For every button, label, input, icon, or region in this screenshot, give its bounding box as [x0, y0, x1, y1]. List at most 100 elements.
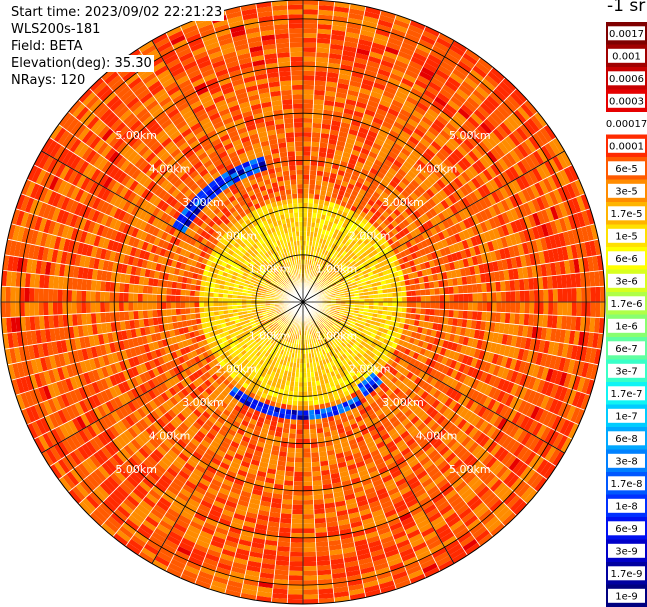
beta-cell — [571, 197, 582, 214]
beta-cell — [347, 198, 355, 206]
beta-cell — [353, 236, 360, 243]
beta-cell — [469, 69, 485, 82]
beta-cell — [331, 29, 346, 37]
beta-cell — [404, 207, 413, 216]
beta-cell — [482, 153, 494, 167]
beta-cell — [441, 209, 451, 220]
beta-cell — [483, 231, 492, 243]
beta-cell — [486, 166, 497, 179]
beta-cell — [477, 292, 483, 302]
beta-cell — [380, 146, 391, 155]
beta-cell — [303, 594, 319, 600]
beta-cell — [325, 291, 330, 295]
beta-cell — [315, 175, 323, 181]
beta-cell — [344, 247, 351, 253]
beta-cell — [316, 257, 320, 263]
beta-cell — [333, 268, 339, 274]
beta-cell — [454, 212, 463, 223]
beta-cell — [423, 178, 433, 189]
beta-cell — [330, 281, 336, 286]
beta-cell — [526, 240, 534, 254]
beta-cell — [489, 91, 504, 106]
beta-cell — [351, 189, 359, 197]
beta-cell — [309, 424, 317, 430]
beta-cell — [285, 466, 295, 472]
beta-cell — [429, 171, 440, 182]
beta-cell — [552, 155, 564, 172]
beta-cell — [384, 86, 397, 96]
beta-cell — [548, 302, 554, 316]
beta-cell — [331, 115, 343, 122]
beta-cell — [309, 236, 314, 242]
beta-cell — [318, 5, 335, 11]
beta-cell — [473, 128, 486, 141]
beta-cell — [311, 470, 322, 477]
beta-cell — [338, 236, 345, 243]
beta-cell — [351, 149, 361, 157]
beta-cell — [419, 137, 431, 148]
beta-cell — [311, 466, 321, 472]
beta-cell — [490, 67, 506, 82]
beta-cell — [303, 113, 313, 119]
beta-cell — [411, 302, 417, 308]
beta-cell — [512, 129, 525, 144]
beta-cell — [457, 159, 468, 172]
beta-cell — [554, 203, 564, 219]
beta-cell — [303, 396, 309, 402]
beta-cell — [496, 201, 506, 214]
beta-cell — [454, 130, 467, 142]
beta-cell — [462, 52, 478, 66]
beta-cell — [320, 276, 326, 281]
beta-cell — [528, 135, 541, 151]
beta-cell — [556, 153, 568, 170]
beta-cell — [428, 259, 436, 268]
beta-cell — [409, 114, 422, 124]
beta-cell — [471, 214, 480, 226]
beta-cell — [294, 457, 303, 463]
beta-cell — [446, 169, 457, 181]
beta-cell — [397, 302, 403, 308]
beta-cell — [439, 175, 450, 187]
beta-cell — [347, 243, 354, 250]
beta-cell — [553, 188, 563, 204]
beta-cell — [314, 75, 327, 82]
beta-cell — [493, 144, 506, 158]
beta-cell — [310, 452, 320, 458]
beta-cell — [397, 50, 413, 61]
beta-cell — [315, 180, 323, 186]
beta-cell — [516, 106, 531, 121]
beta-cell — [348, 257, 355, 264]
beta-cell — [328, 134, 339, 141]
beta-cell — [303, 419, 310, 425]
beta-cell — [329, 48, 343, 55]
beta-cell — [318, 263, 323, 269]
beta-cell — [406, 28, 422, 39]
beta-cell — [408, 91, 421, 102]
beta-cell — [303, 4, 319, 10]
beta-cell — [361, 78, 375, 87]
beta-cell — [413, 227, 422, 236]
beta-cell — [464, 168, 475, 180]
beta-cell — [481, 311, 487, 322]
beta-cell — [451, 133, 464, 146]
beta-cell — [553, 233, 562, 248]
beta-cell — [413, 175, 424, 186]
beta-cell — [490, 163, 501, 177]
beta-cell — [303, 438, 311, 444]
beta-cell — [316, 213, 322, 219]
beta-cell — [563, 167, 575, 183]
beta-cell — [358, 34, 374, 43]
beta-cell — [518, 230, 527, 244]
beta-cell — [361, 251, 368, 258]
beta-cell — [454, 64, 470, 77]
beta-cell — [321, 270, 326, 276]
beta-cell — [486, 302, 492, 312]
beta-cell — [371, 42, 387, 51]
beta-cell — [477, 186, 487, 199]
beta-cell — [415, 159, 427, 169]
beta-cell — [344, 36, 359, 44]
beta-cell — [303, 198, 309, 203]
beta-cell — [406, 170, 417, 180]
beta-cell — [377, 206, 386, 215]
beta-cell — [540, 162, 552, 178]
